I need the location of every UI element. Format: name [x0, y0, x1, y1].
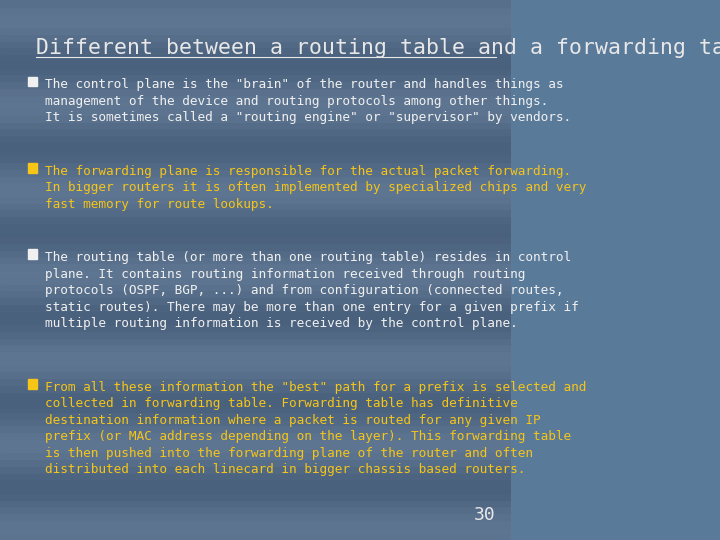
Bar [0, 6, 511, 14]
Bar [0, 148, 511, 156]
Bar [0, 453, 511, 459]
Bar [0, 438, 511, 445]
Bar [0, 534, 511, 540]
Bar [0, 40, 511, 47]
Bar [0, 372, 511, 378]
Bar [0, 115, 511, 122]
Bar [0, 465, 511, 472]
Bar [0, 27, 511, 33]
Bar [0, 284, 511, 291]
Bar [0, 411, 511, 418]
Bar [0, 446, 511, 453]
Bar [0, 256, 511, 263]
Bar [0, 351, 511, 357]
Bar [28, 379, 37, 389]
Bar [0, 94, 511, 102]
Bar [0, 47, 511, 54]
Bar [0, 399, 511, 405]
Bar [28, 77, 37, 86]
Bar [0, 54, 511, 60]
Bar [0, 418, 511, 426]
Bar [0, 291, 511, 297]
Bar [0, 74, 511, 81]
Bar [0, 513, 511, 519]
Bar [0, 486, 511, 492]
Bar [0, 426, 511, 432]
Bar [0, 519, 511, 526]
Bar [0, 222, 511, 230]
Bar [0, 507, 511, 513]
Bar [0, 128, 511, 135]
Bar [0, 14, 511, 20]
Bar [0, 338, 511, 345]
Text: From all these information the "best" path for a prefix is selected and
collecte: From all these information the "best" pa… [45, 381, 586, 476]
Bar [0, 276, 511, 284]
Bar [0, 209, 511, 216]
Bar [0, 270, 511, 276]
Bar [0, 102, 511, 108]
Bar [0, 263, 511, 270]
Bar [0, 243, 511, 249]
Text: The forwarding plane is responsible for the actual packet forwarding.
In bigger : The forwarding plane is responsible for … [45, 165, 586, 211]
Bar [0, 459, 511, 465]
Bar [0, 492, 511, 500]
Bar [0, 162, 511, 168]
Text: The control plane is the "brain" of the router and handles things as
management : The control plane is the "brain" of the … [45, 78, 571, 124]
Text: The routing table (or more than one routing table) resides in control
plane. It : The routing table (or more than one rout… [45, 251, 579, 330]
Bar [0, 364, 511, 372]
Bar [0, 378, 511, 384]
Bar [0, 135, 511, 141]
Bar [0, 330, 511, 338]
Bar [0, 480, 511, 486]
Bar [0, 202, 511, 209]
Bar [0, 230, 511, 237]
Bar [0, 108, 511, 115]
Text: 30: 30 [474, 506, 495, 524]
Bar [0, 432, 511, 438]
Bar [0, 249, 511, 256]
Bar [0, 405, 511, 411]
Bar [0, 324, 511, 330]
Bar [0, 195, 511, 202]
Bar [0, 183, 511, 189]
Bar [0, 141, 511, 149]
Bar [0, 33, 511, 40]
Bar [0, 500, 511, 507]
Bar [0, 472, 511, 480]
Bar [28, 249, 37, 259]
Bar [0, 189, 511, 195]
Bar [0, 68, 511, 74]
Bar [0, 20, 511, 27]
Bar [0, 168, 511, 176]
Bar [0, 237, 511, 243]
Bar [0, 297, 511, 303]
Bar [0, 0, 511, 6]
Bar [0, 122, 511, 128]
Bar [0, 310, 511, 317]
Text: Different between a routing table and a forwarding table: Different between a routing table and a … [36, 38, 720, 58]
Bar [0, 303, 511, 310]
Bar [0, 216, 511, 222]
Bar [0, 345, 511, 351]
Bar [0, 60, 511, 68]
Bar [0, 526, 511, 534]
Bar [0, 384, 511, 391]
Bar [0, 176, 511, 183]
Bar [0, 317, 511, 324]
Bar [28, 163, 37, 173]
Bar [0, 392, 511, 399]
Bar [0, 156, 511, 162]
Bar [0, 81, 511, 87]
Bar [0, 87, 511, 94]
Bar [0, 357, 511, 364]
